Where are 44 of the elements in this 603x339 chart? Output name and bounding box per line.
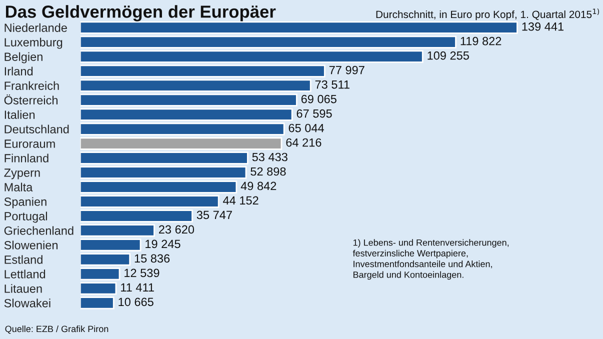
data-label: 52 898 — [250, 167, 286, 176]
data-label: 109 255 — [428, 51, 469, 60]
source-note: Quelle: EZB / Grafik Piron — [5, 326, 108, 334]
y-tick-label: Luxemburg — [4, 38, 62, 49]
y-tick-label: Lettland — [4, 270, 46, 278]
data-label: 44 152 — [223, 196, 258, 205]
data-label: 65 044 — [288, 124, 324, 132]
y-tick-label: Österreich — [4, 94, 58, 104]
y-tick-label: Italien — [4, 110, 35, 119]
data-label: 73 511 — [315, 80, 350, 89]
y-tick-label: Finnland — [4, 154, 48, 162]
y-tick-label: Deutschland — [4, 124, 69, 134]
data-label: 139 441 — [522, 22, 564, 31]
data-label: 67 595 — [296, 109, 332, 118]
y-tick-label: Belgien — [4, 52, 42, 64]
data-label: 77 997 — [329, 66, 364, 74]
y-tick-label: Slowakei — [4, 298, 50, 308]
data-label: 53 433 — [252, 152, 288, 162]
y-tick-label: Litauen — [4, 284, 42, 293]
data-label: 69 065 — [301, 94, 336, 104]
chart-subtitle: Durchschnitt, in Euro pro Kopf, 1. Quartal 2015$^{1)}$ — [376, 8, 600, 20]
data-label: 12 539 — [124, 268, 160, 278]
data-label: 35 747 — [196, 210, 232, 220]
data-label: 64 216 — [286, 138, 322, 147]
y-tick-label: Euroraum — [4, 140, 55, 148]
data-label: 49 842 — [240, 182, 276, 190]
y-tick-label: Zypern — [4, 168, 40, 180]
y-tick-label: Spanien — [4, 197, 46, 208]
y-tick-label: Slowenien — [4, 240, 58, 250]
data-label: 119 822 — [460, 36, 502, 46]
y-tick-label: Niederlande — [4, 23, 67, 32]
data-label: 10 665 — [118, 298, 154, 306]
data-label: 11 411 — [121, 283, 154, 292]
y-tick-label: Irland — [4, 66, 33, 76]
y-tick-label: Malta — [4, 182, 33, 192]
chart-title: Das Geldvermögen der Europäer — [6, 5, 276, 22]
data-label: 23 620 — [158, 225, 194, 234]
data-label: 19 245 — [146, 240, 180, 248]
y-tick-label: Frankreich — [4, 81, 59, 90]
data-label: 15 836 — [134, 254, 170, 263]
y-tick-label: Griechenland — [4, 226, 74, 235]
annotation: 1) Lebens- und Rentenversicherungen, festverzinsliche Wertpapiere, Investmentfondsanteile und Aktien, Bargeld und Kontoeinlagen. — [352, 239, 509, 280]
y-tick-label: Portugal — [4, 212, 47, 223]
y-tick-label: Estland — [4, 255, 42, 264]
